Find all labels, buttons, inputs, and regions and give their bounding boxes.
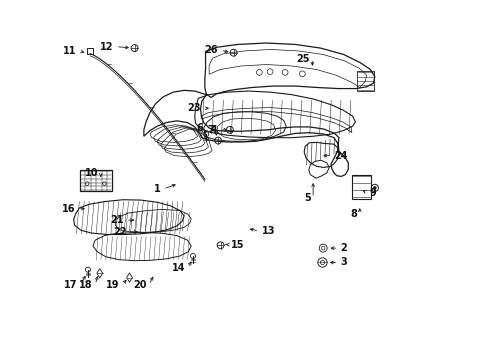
Text: 13: 13 <box>262 226 275 236</box>
Text: 5: 5 <box>304 193 311 203</box>
Text: 3: 3 <box>341 257 347 267</box>
Bar <box>87 48 93 54</box>
Text: 24: 24 <box>334 150 348 161</box>
Text: 26: 26 <box>205 45 218 55</box>
Text: 10: 10 <box>85 168 98 178</box>
Text: 9: 9 <box>369 188 376 198</box>
Bar <box>357 71 374 91</box>
Text: 17: 17 <box>64 280 77 290</box>
Text: 16: 16 <box>62 204 75 214</box>
Text: 21: 21 <box>110 215 123 225</box>
Text: 14: 14 <box>172 263 185 273</box>
Text: 7: 7 <box>207 125 214 135</box>
Text: 12: 12 <box>100 42 113 51</box>
Text: 15: 15 <box>231 239 245 249</box>
Bar <box>352 175 370 199</box>
Text: 6: 6 <box>196 123 203 133</box>
Text: 1: 1 <box>154 184 161 194</box>
Text: 18: 18 <box>79 280 93 290</box>
Text: 8: 8 <box>350 209 357 219</box>
Text: 2: 2 <box>341 243 347 253</box>
Circle shape <box>373 186 376 189</box>
Text: 22: 22 <box>114 227 127 237</box>
Text: 23: 23 <box>188 103 201 113</box>
Text: 20: 20 <box>133 280 147 290</box>
Bar <box>80 170 112 192</box>
Text: 4: 4 <box>211 125 218 135</box>
Text: 11: 11 <box>63 46 77 56</box>
Text: 25: 25 <box>296 54 310 64</box>
Text: 19: 19 <box>106 280 120 290</box>
